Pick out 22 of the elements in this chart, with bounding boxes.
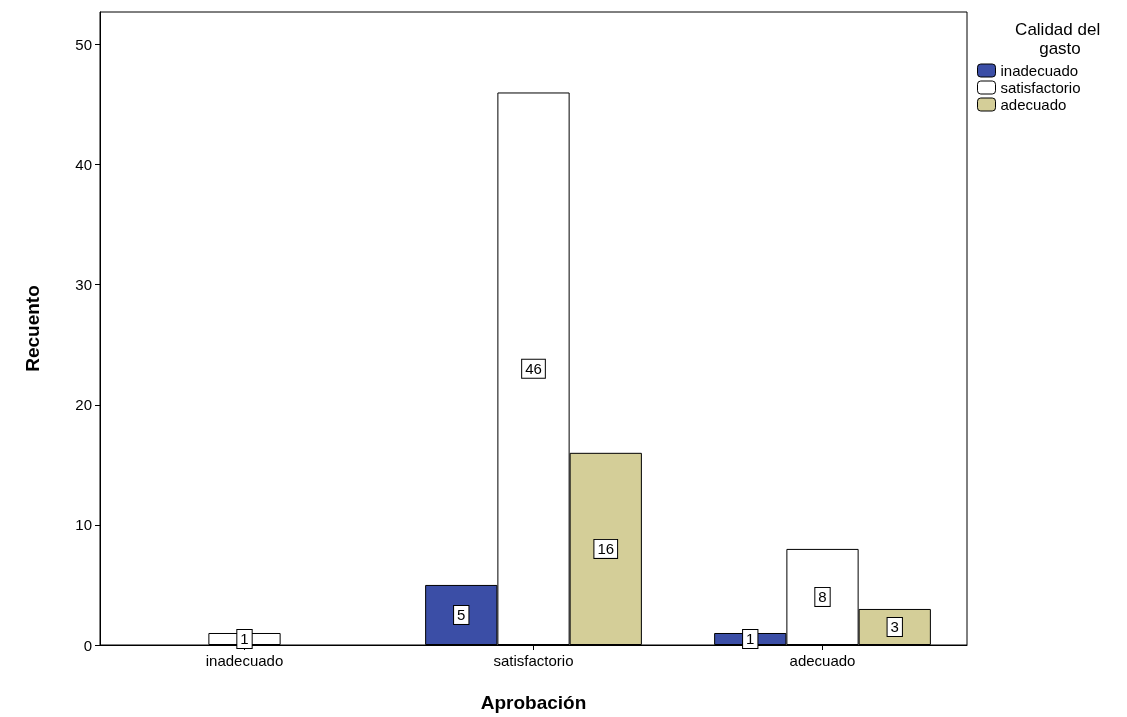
y-tick-label: 30 (75, 276, 92, 294)
data-label: 8 (818, 588, 827, 606)
y-axis-title: Recuento (22, 285, 43, 372)
legend-label: adecuado (1000, 96, 1067, 113)
x-tick-label: inadecuado (205, 652, 284, 669)
x-tick-label: adecuado (789, 652, 856, 669)
data-label: 3 (890, 618, 899, 636)
legend-label: inadecuado (1000, 62, 1079, 79)
data-label: 1 (746, 630, 755, 648)
legend-label: satisfactorio (1000, 79, 1081, 96)
data-label: 5 (457, 606, 466, 624)
y-tick-label: 40 (75, 156, 92, 174)
x-tick-label: satisfactorio (493, 652, 574, 669)
y-tick-label: 0 (83, 636, 92, 654)
data-label: 46 (525, 360, 542, 378)
y-tick-label: 10 (75, 516, 92, 534)
legend-title: Calidad del gasto (1015, 20, 1105, 58)
data-label: 1 (240, 630, 249, 648)
y-tick-label: 20 (75, 396, 92, 414)
data-label: 16 (597, 540, 615, 558)
x-axis-title: Aprobación (480, 692, 587, 713)
y-tick-label: 50 (75, 35, 92, 53)
